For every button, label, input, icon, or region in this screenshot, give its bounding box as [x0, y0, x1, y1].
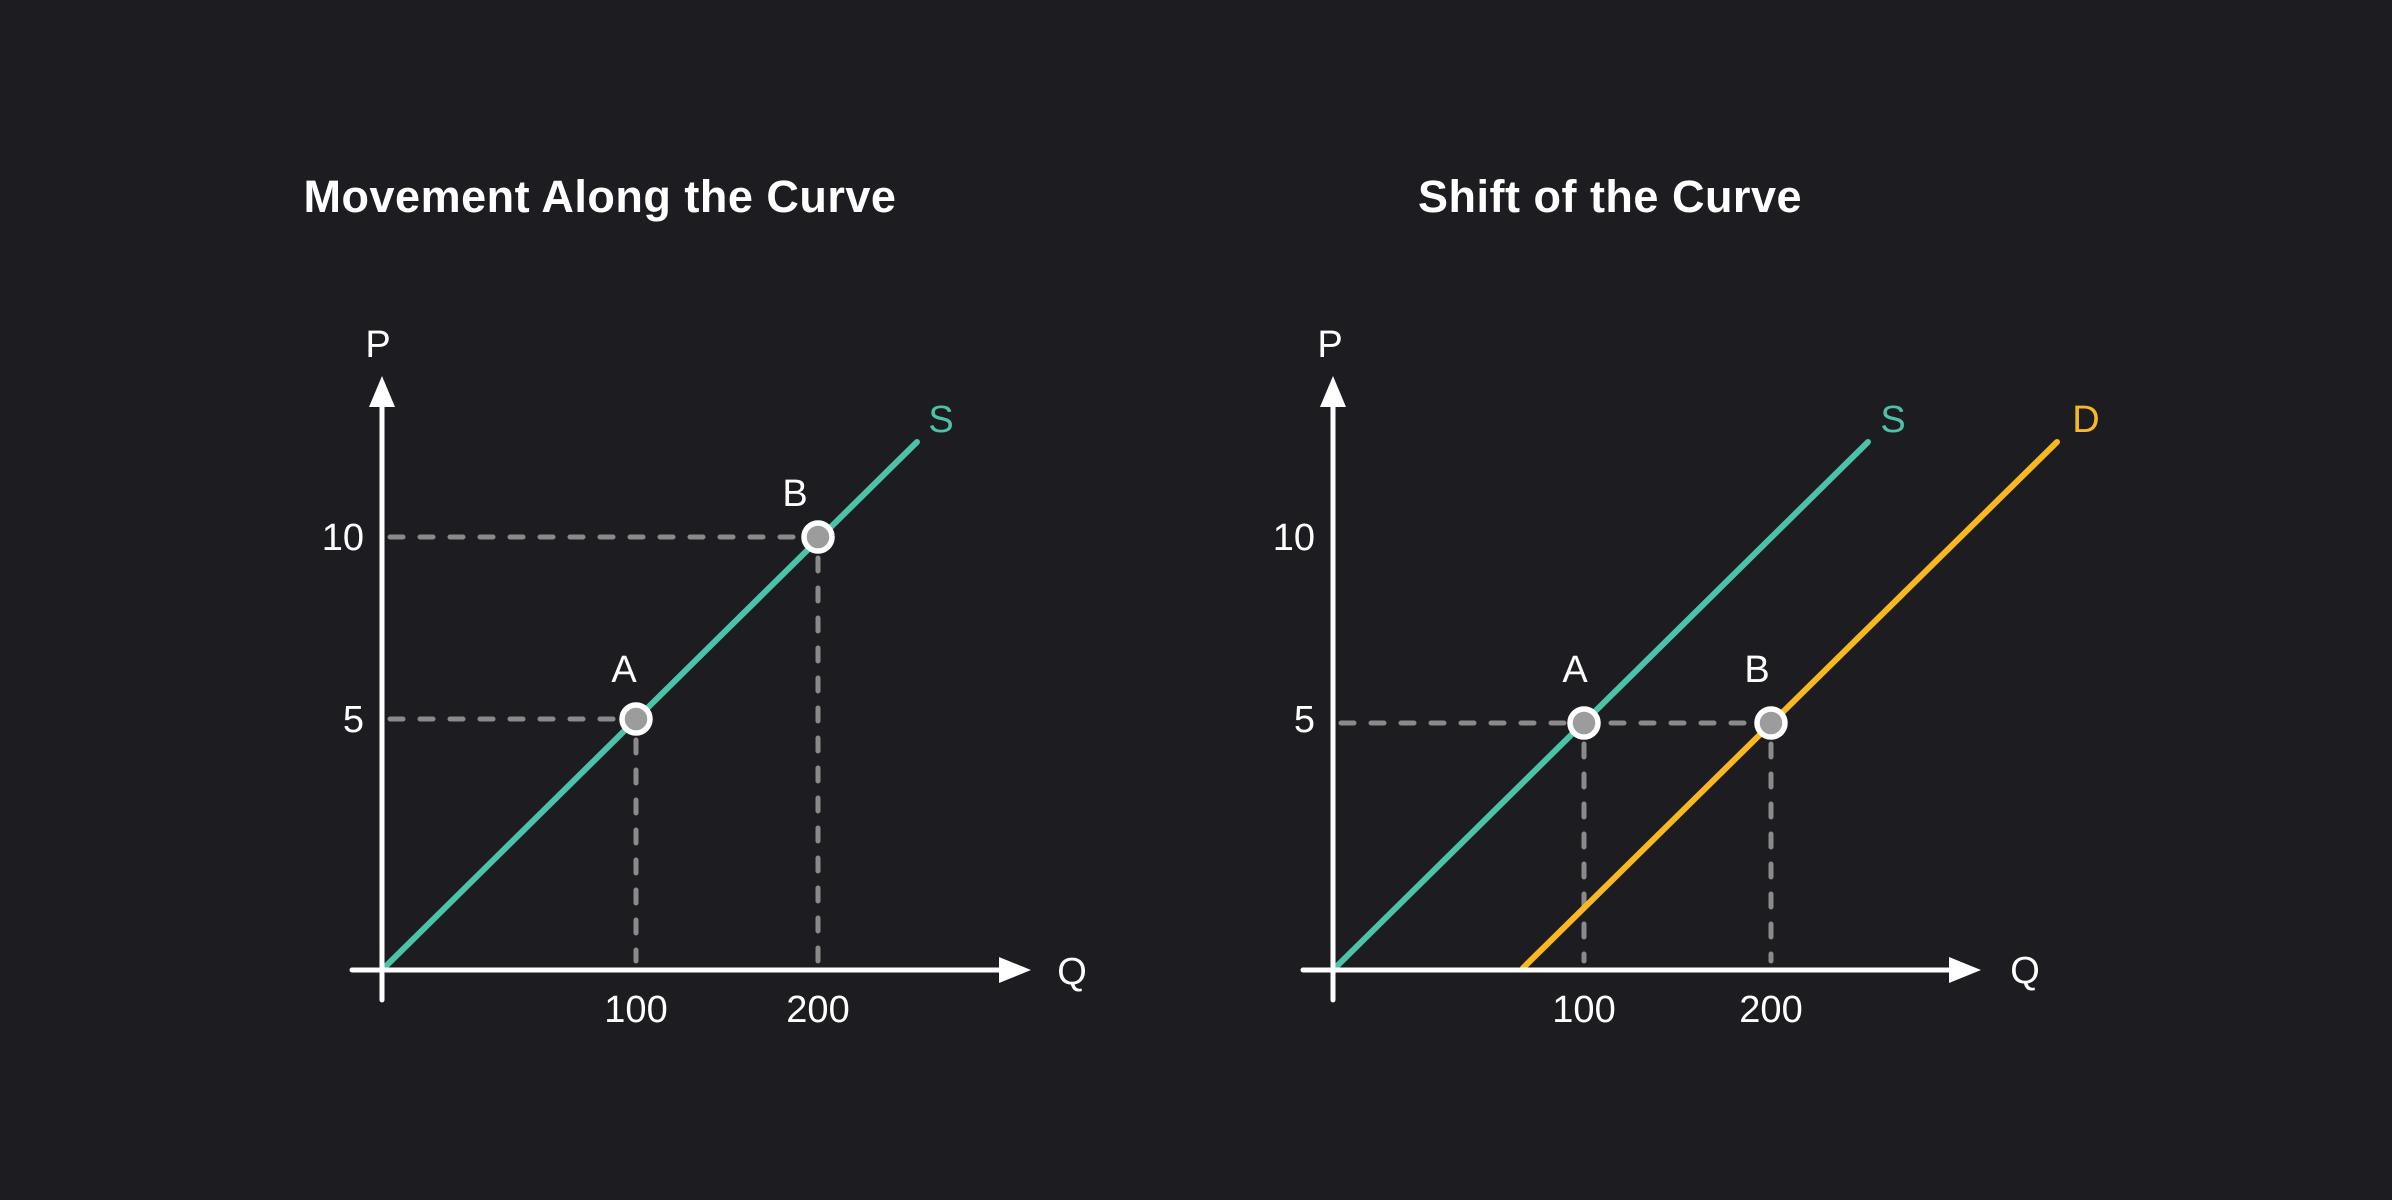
x-tick-200: 200 [786, 989, 849, 1031]
x-tick-100: 100 [1552, 989, 1615, 1031]
chart-title: Shift of the Curve [1418, 171, 1802, 222]
x-tick-100: 100 [604, 989, 667, 1031]
supply-curve-label: S [1880, 399, 1905, 441]
point-label-a: A [611, 649, 637, 691]
point-marker-b [1754, 706, 1788, 740]
y-axis-label: P [1317, 324, 1342, 366]
y-tick-10: 10 [1273, 517, 1315, 559]
point-label-b: B [782, 473, 807, 515]
y-axis-arrow-icon [369, 376, 395, 407]
point-label-b: B [1744, 649, 1769, 691]
point-marker-a [619, 702, 653, 736]
y-axis-arrow-icon [1320, 376, 1346, 407]
supply-curve-label: S [928, 399, 953, 441]
y-axis-label: P [365, 324, 390, 366]
point-label-a: A [1562, 649, 1588, 691]
y-tick-10: 10 [322, 517, 364, 559]
chart-movement-along-curve: Movement Along the Curve P Q 10 5 100 20… [304, 171, 1087, 1031]
chart-shift-of-curve: Shift of the Curve P Q 10 5 100 200 [1273, 171, 2100, 1031]
y-tick-5: 5 [343, 699, 364, 741]
supply-curve [1331, 439, 1871, 972]
point-marker-b [801, 520, 835, 554]
shifted-demand-curve [1520, 439, 2060, 971]
x-axis-arrow-icon [999, 957, 1031, 983]
supply-curve [380, 439, 920, 972]
point-marker-a [1567, 706, 1601, 740]
x-axis-label: Q [2010, 950, 2040, 992]
x-axis-arrow-icon [1949, 957, 1981, 983]
shifted-demand-curve-label: D [2072, 399, 2099, 441]
chart-title: Movement Along the Curve [304, 171, 897, 222]
x-axis-label: Q [1057, 951, 1087, 993]
x-tick-200: 200 [1739, 989, 1802, 1031]
y-tick-5: 5 [1294, 699, 1315, 741]
